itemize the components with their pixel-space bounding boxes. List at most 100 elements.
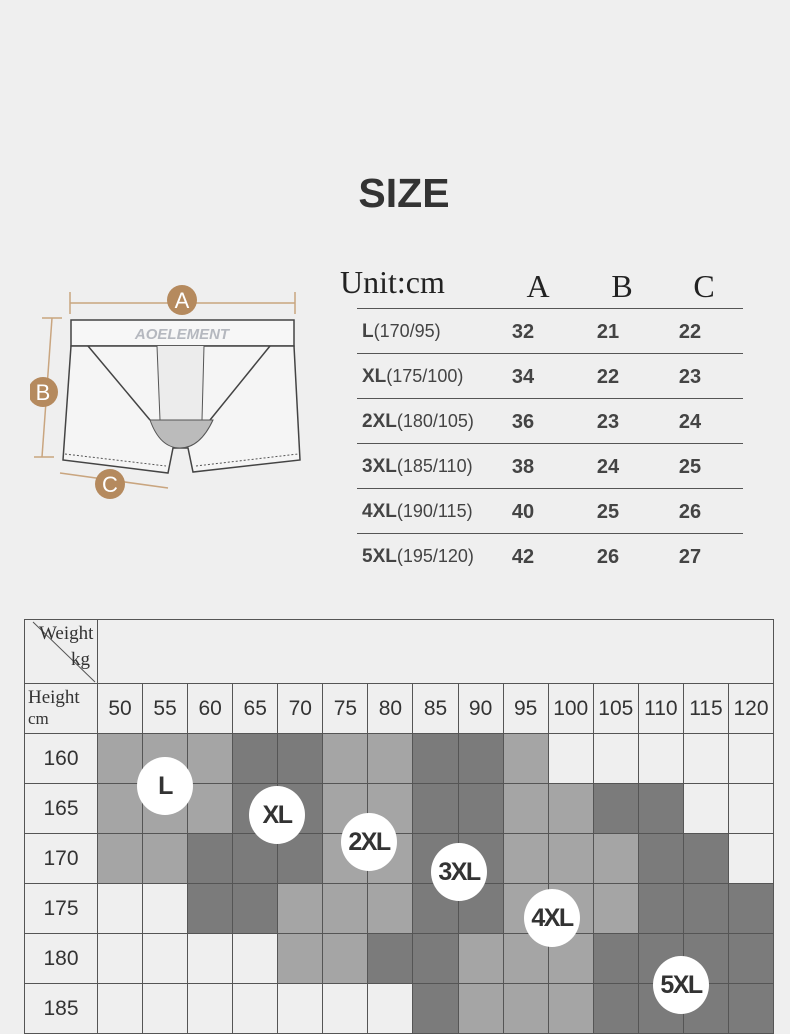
unit-label: Unit:cm — [340, 264, 445, 300]
column-header-c: C — [693, 268, 715, 304]
fit-cell — [277, 983, 324, 1034]
weight-header: 70 — [277, 683, 324, 734]
size-name: L(170/95) — [362, 321, 441, 343]
size-value: 36 — [511, 411, 535, 433]
size-code: 4XL — [362, 501, 397, 522]
fit-cell — [322, 933, 369, 984]
fit-cell — [682, 883, 729, 934]
fit-cell — [97, 733, 144, 784]
fit-cell — [412, 783, 459, 834]
fit-cell — [457, 983, 504, 1034]
fit-cell — [142, 883, 189, 934]
height-label: Height — [28, 687, 80, 708]
weight-header: 100 — [547, 683, 594, 734]
fit-cell — [592, 933, 639, 984]
fit-cell — [322, 983, 369, 1034]
weight-header: 65 — [232, 683, 279, 734]
fit-cell — [367, 883, 414, 934]
size-row: 5XL(195/120) 42 26 27 — [357, 533, 743, 579]
weight-header: 120 — [727, 683, 775, 734]
size-badge: 2XL — [341, 813, 397, 871]
fit-cell — [142, 933, 189, 984]
fit-cell — [97, 783, 144, 834]
page-title: SIZE — [358, 170, 450, 216]
size-value: 38 — [511, 456, 535, 478]
fit-cell — [727, 833, 775, 884]
fit-cell — [547, 983, 594, 1034]
fit-cell — [502, 733, 549, 784]
size-value: 34 — [511, 366, 535, 388]
height-unit: cm — [28, 709, 49, 728]
size-name: 5XL(195/120) — [362, 546, 474, 568]
size-name: 4XL(190/115) — [362, 501, 473, 523]
size-row: 2XL(180/105) 36 23 24 — [357, 398, 743, 444]
size-value: 26 — [596, 546, 620, 568]
fit-cell — [367, 733, 414, 784]
size-value: 24 — [596, 456, 620, 478]
fit-cell — [682, 833, 729, 884]
fit-cell — [97, 833, 144, 884]
fit-cell — [637, 833, 684, 884]
size-code: 5XL — [362, 546, 397, 567]
svg-text:C: C — [102, 472, 118, 497]
column-header-a: A — [526, 268, 550, 304]
fit-cell — [412, 733, 459, 784]
fit-cell — [367, 983, 414, 1034]
height-header: 185 — [24, 983, 98, 1034]
size-badge: XL — [249, 786, 305, 844]
size-badge: 4XL — [524, 889, 580, 947]
fit-cell — [232, 883, 279, 934]
weight-label: Weight — [39, 623, 94, 644]
fit-cell — [322, 883, 369, 934]
size-value: 32 — [511, 321, 535, 343]
svg-text:B: B — [36, 380, 51, 405]
size-spec: (195/120) — [396, 546, 474, 566]
size-value: 26 — [678, 501, 702, 523]
fit-cell — [502, 783, 549, 834]
size-code: L — [362, 321, 374, 342]
fit-cell — [457, 733, 504, 784]
size-row: 3XL(185/110) 38 24 25 — [357, 443, 743, 489]
fit-cell — [727, 783, 775, 834]
height-header: 165 — [24, 783, 98, 834]
fit-cell — [187, 733, 234, 784]
fit-cell — [502, 983, 549, 1034]
weight-header: 55 — [142, 683, 189, 734]
fit-cell — [592, 733, 639, 784]
size-value: 23 — [596, 411, 620, 433]
height-header: 170 — [24, 833, 98, 884]
fit-cell — [97, 933, 144, 984]
fit-cell — [232, 733, 279, 784]
fit-cell — [637, 783, 684, 834]
fit-cell — [277, 933, 324, 984]
fit-cell — [547, 733, 594, 784]
fit-cell — [277, 883, 324, 934]
fit-cell — [592, 833, 639, 884]
fit-cell — [547, 833, 594, 884]
fit-cell — [682, 783, 729, 834]
size-value: 24 — [678, 411, 702, 433]
size-value: 40 — [511, 501, 535, 523]
fit-cell — [367, 933, 414, 984]
size-row: XL(175/100) 34 22 23 — [357, 353, 743, 399]
size-name: 3XL(185/110) — [362, 456, 473, 478]
corner-cell: Weight kg Height cm — [24, 619, 98, 734]
size-value: 22 — [678, 321, 702, 343]
underwear-diagram: A B C AOELEMENT — [30, 285, 301, 499]
fit-cell — [682, 733, 729, 784]
size-value: 21 — [596, 321, 620, 343]
size-value: 25 — [678, 456, 702, 478]
weight-header: 110 — [637, 683, 684, 734]
size-value: 42 — [511, 546, 535, 568]
fit-cell — [637, 733, 684, 784]
fit-cell — [187, 833, 234, 884]
weight-header: 75 — [322, 683, 369, 734]
fit-cell — [322, 733, 369, 784]
height-header: 180 — [24, 933, 98, 984]
fit-cell — [412, 983, 459, 1034]
weight-header: 80 — [367, 683, 414, 734]
size-spec: (170/95) — [373, 321, 441, 341]
fit-cell — [592, 983, 639, 1034]
fit-cell — [457, 783, 504, 834]
fit-cell — [97, 883, 144, 934]
